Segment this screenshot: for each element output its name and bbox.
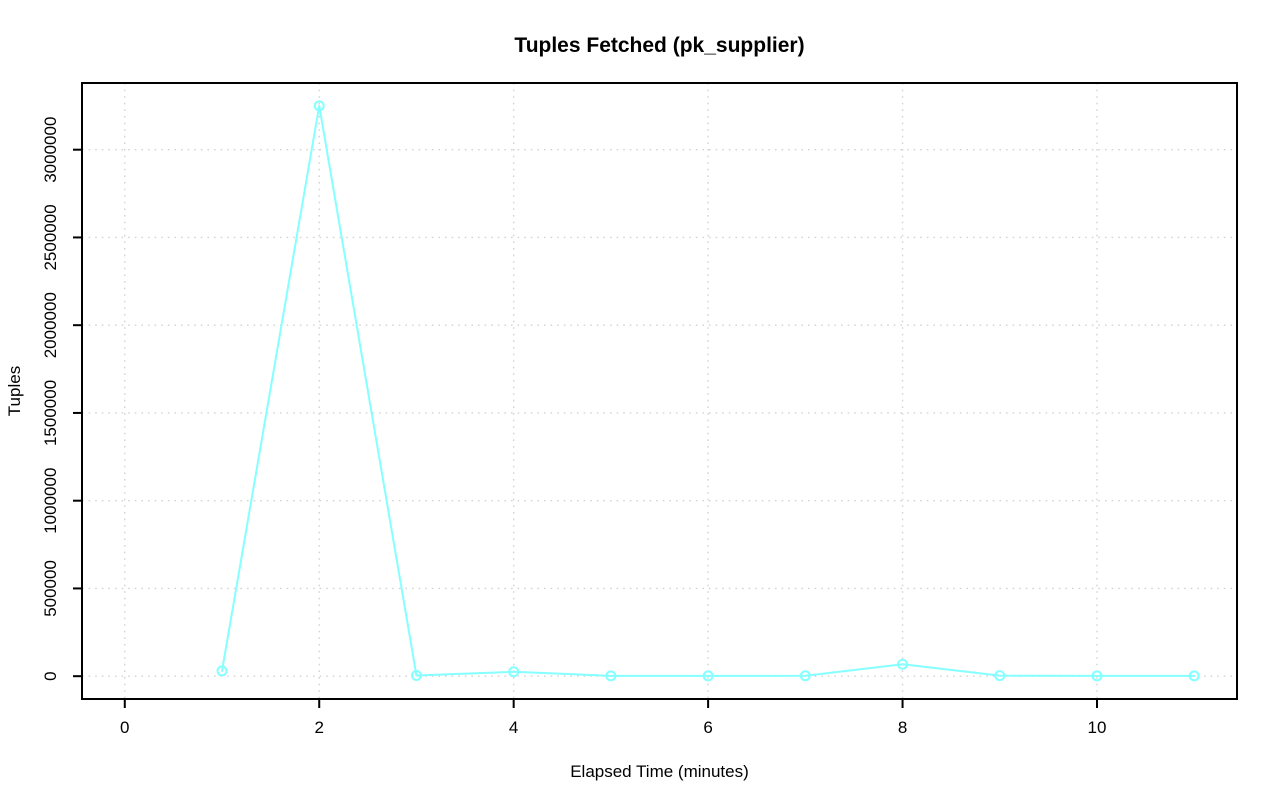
chart-title: Tuples Fetched (pk_supplier) bbox=[514, 34, 805, 57]
x-axis-title: Elapsed Time (minutes) bbox=[570, 762, 749, 781]
y-axis-tick-label: 0 bbox=[41, 671, 60, 680]
data-point-marker bbox=[605, 670, 617, 682]
data-point-marker bbox=[508, 666, 520, 678]
data-point-marker bbox=[1188, 670, 1200, 682]
x-axis-tick-label: 8 bbox=[898, 718, 907, 737]
y-axis-tick-label: 500000 bbox=[41, 560, 60, 617]
x-axis-tick-label: 2 bbox=[314, 718, 323, 737]
data-point-marker bbox=[702, 670, 714, 682]
data-point-marker bbox=[799, 670, 811, 682]
y-axis-tick-label: 3000000 bbox=[41, 117, 60, 183]
data-point-marker bbox=[313, 100, 325, 112]
y-axis-tick-label: 1000000 bbox=[41, 468, 60, 534]
y-axis-tick-label: 1500000 bbox=[41, 380, 60, 446]
y-axis-tick-label: 2000000 bbox=[41, 292, 60, 358]
data-point-marker bbox=[216, 665, 228, 677]
data-point-marker bbox=[994, 670, 1006, 682]
data-point-marker bbox=[897, 658, 909, 670]
data-point-marker bbox=[1091, 670, 1103, 682]
y-axis-tick-label: 2500000 bbox=[41, 204, 60, 270]
x-axis-tick-label: 0 bbox=[120, 718, 129, 737]
data-line bbox=[221, 104, 1196, 677]
x-axis-tick-label: 4 bbox=[509, 718, 518, 737]
data-point-marker bbox=[410, 669, 422, 681]
x-axis-tick-label: 10 bbox=[1088, 718, 1107, 737]
x-axis-tick-label: 6 bbox=[703, 718, 712, 737]
plot-box bbox=[81, 82, 1238, 700]
